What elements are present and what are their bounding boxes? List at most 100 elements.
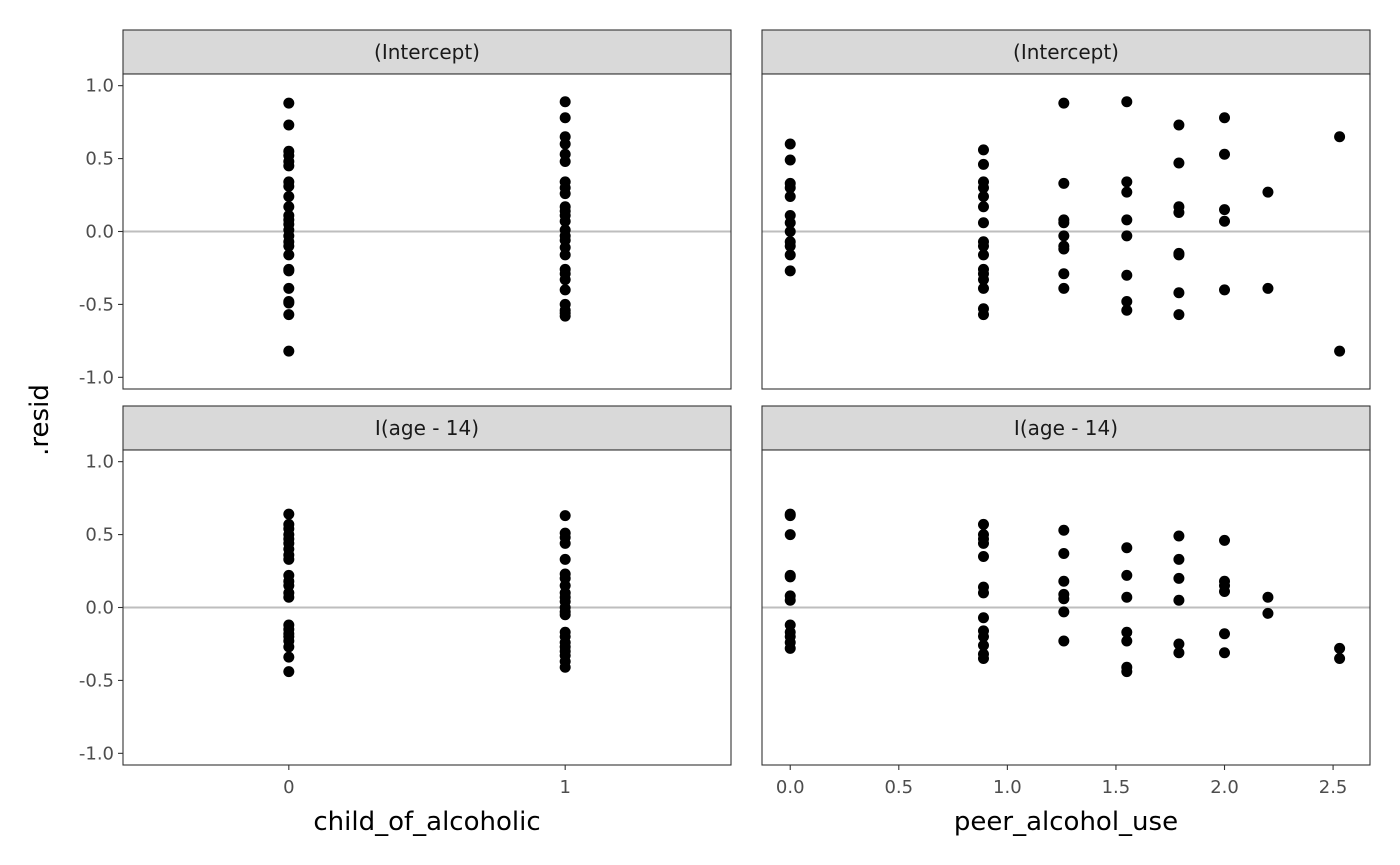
data-point [559,188,571,200]
data-point [1121,626,1133,638]
data-point [283,119,295,131]
data-point [784,265,796,277]
data-point [1262,186,1274,198]
data-point [1058,243,1070,255]
data-point [283,591,295,603]
data-point [784,510,796,522]
data-point [1058,635,1070,647]
data-point [1058,593,1070,605]
data-point [283,508,295,520]
x-tick-label: 0.0 [776,777,805,798]
data-point [559,96,571,108]
data-point [283,249,295,261]
data-point [784,571,796,583]
y-tick-label: -1.0 [79,743,114,764]
data-point [283,641,295,653]
x-tick-label: 0 [283,777,294,798]
data-point [1121,186,1133,198]
data-point [1173,249,1185,261]
data-point [977,282,989,294]
x-tick-label: 0.5 [884,777,913,798]
data-point [784,217,796,229]
data-point [1121,569,1133,581]
data-point [1121,230,1133,242]
data-point [559,249,571,261]
data-point [1121,304,1133,316]
data-point [283,345,295,357]
data-point [784,138,796,150]
data-point [1121,269,1133,281]
data-point [283,240,295,252]
data-point [1262,282,1274,294]
panel-1-1: I(age - 14) 0.0 0.5 1.0 1.5 2.0 2.5 [761,405,1371,798]
y-tick-label: -0.5 [79,294,114,315]
data-point [1334,642,1346,654]
x-tick-label: 1 [559,777,570,798]
data-point [283,282,295,294]
panel-1-0: I(age - 14) -1.0 -0.5 0.0 0.5 1.0 0 1 [79,405,732,798]
data-point [977,587,989,599]
data-point [977,653,989,665]
data-point [977,201,989,213]
data-point [977,612,989,624]
data-point [1173,119,1185,131]
data-point [559,661,571,673]
data-point [283,191,295,202]
data-point [1262,591,1274,603]
data-point [1058,230,1070,242]
facet-strip-label-intercept: (Intercept) [1013,40,1119,64]
data-point [283,97,295,109]
data-point [784,529,796,541]
y-tick-label: 1.0 [85,452,114,473]
data-point [1173,647,1185,659]
facet-strip-label-intercept: (Intercept) [374,40,480,64]
data-point [977,550,989,562]
data-point [1058,606,1070,618]
data-point [977,182,989,194]
x-tick-label: 1.0 [993,777,1022,798]
data-point [1058,97,1070,109]
data-point [977,537,989,549]
data-point [784,594,796,606]
data-point [559,138,571,150]
data-point [977,274,989,286]
data-point [559,609,571,621]
data-point [1121,591,1133,603]
data-point [784,642,796,654]
data-point [283,666,295,678]
y-tick-label: -1.0 [79,367,114,388]
data-point [1219,204,1231,216]
data-point [1219,284,1231,296]
data-point [1121,635,1133,647]
data-point [283,180,295,192]
y-axis-title: .resid [25,384,55,456]
facet-strip [761,29,1371,75]
data-point [559,537,571,549]
data-point [784,182,796,194]
facet-strip-label-i-age-14: I(age - 14) [375,416,479,440]
data-point [1173,572,1185,584]
data-point [977,639,989,651]
facet-strip [761,405,1371,451]
data-point [1173,207,1185,219]
data-point [1173,157,1185,169]
data-point [784,154,796,166]
panel-border [761,73,1371,390]
data-point [784,240,796,252]
data-point [1334,653,1346,665]
facet-strip [122,29,732,75]
data-point [1058,177,1070,189]
data-point [559,274,571,286]
data-point [1121,176,1133,188]
y-tick-label: -0.5 [79,670,114,691]
data-point [283,265,295,277]
data-point [1058,282,1070,294]
data-point [1121,214,1133,226]
data-point [1058,524,1070,536]
data-point [1058,217,1070,229]
data-point [1219,112,1231,124]
x-axis-title-peer-alcohol-use: peer_alcohol_use [954,807,1178,837]
data-point [1058,548,1070,560]
data-point [1173,553,1185,565]
y-tick-label: 1.0 [85,76,114,97]
